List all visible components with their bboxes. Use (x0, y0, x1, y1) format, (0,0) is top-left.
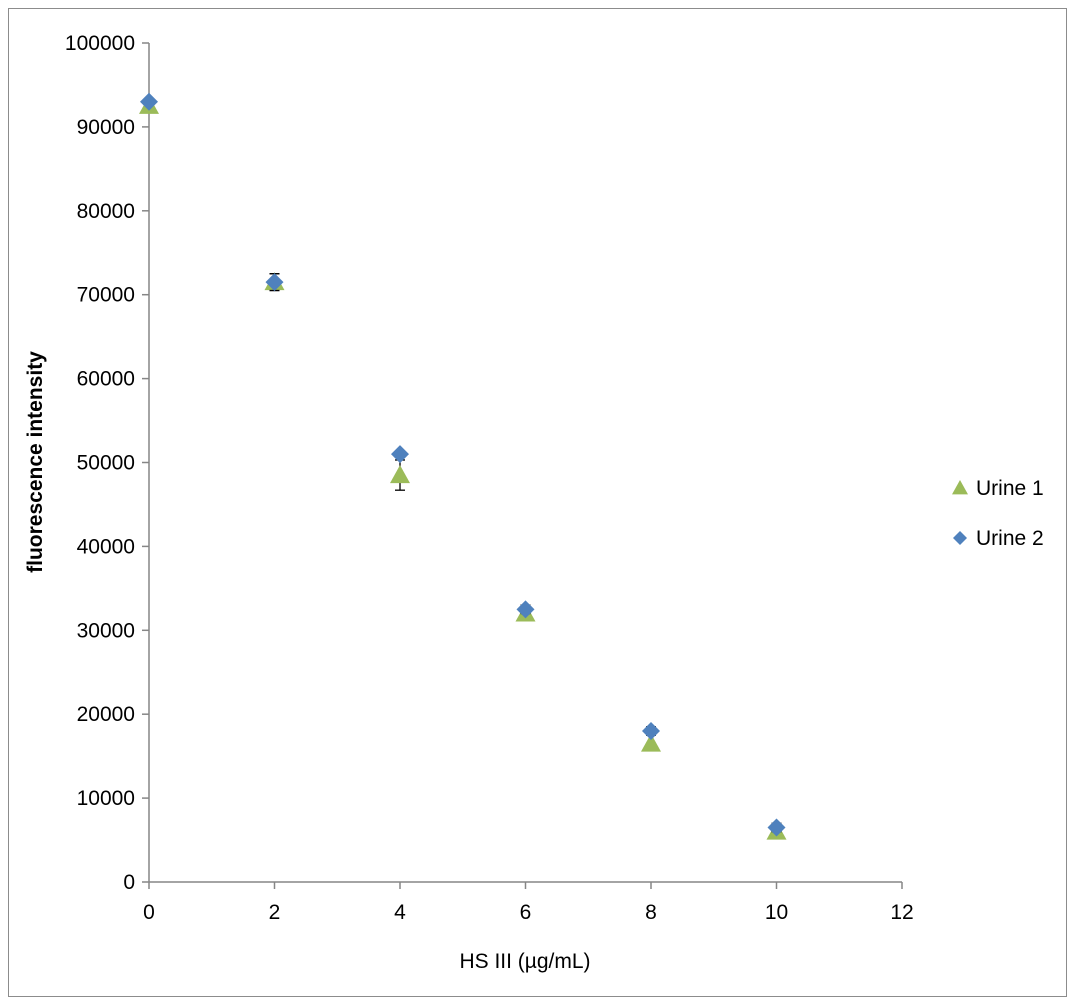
y-tick-label: 60000 (77, 368, 135, 391)
data-point (641, 733, 661, 752)
y-tick-label: 10000 (77, 787, 135, 810)
x-tick-label: 8 (645, 901, 657, 924)
y-tick-label: 0 (123, 871, 135, 894)
legend-marker (952, 480, 968, 495)
y-tick-label: 40000 (77, 535, 135, 558)
x-tick-label: 6 (520, 901, 532, 924)
y-ticks: 0 10000 20000 30000 40000 50000 60000 70000 8000… (65, 32, 149, 894)
plot-area (139, 92, 787, 840)
x-tick-label: 12 (890, 901, 913, 924)
x-tick-label: 0 (143, 901, 155, 924)
y-axis-label: fluorescence intensity (24, 351, 47, 573)
legend-label: Urine 2 (976, 527, 1044, 550)
x-tick-label: 10 (765, 901, 788, 924)
legend-label: Urine 1 (976, 477, 1044, 500)
data-point (767, 818, 786, 837)
data-point (140, 92, 158, 111)
y-tick-label: 20000 (77, 703, 135, 726)
y-tick-label: 30000 (77, 619, 135, 642)
series-2 (140, 92, 786, 837)
y-tick-label: 80000 (77, 200, 135, 223)
y-tick-label: 100000 (65, 32, 135, 55)
data-point (516, 600, 535, 619)
y-tick-label: 70000 (77, 284, 135, 307)
legend: Urine 1 Urine 2 (952, 477, 1044, 550)
x-tick-label: 2 (269, 901, 281, 924)
data-point (391, 445, 409, 464)
y-axis: 0 10000 20000 30000 40000 50000 60000 70000 8000… (65, 32, 150, 894)
chart-border (8, 8, 1067, 997)
legend-marker (953, 531, 967, 545)
x-axis-label: HS III (µg/mL) (459, 950, 590, 973)
x-tick-label: 4 (394, 901, 406, 924)
x-ticks: 0 2 4 6 8 10 12 (143, 882, 914, 924)
x-axis: 0 2 4 6 8 10 12 (143, 881, 914, 924)
data-point (390, 465, 410, 484)
y-tick-label: 50000 (77, 452, 135, 475)
y-tick-label: 90000 (77, 116, 135, 139)
data-point (265, 273, 284, 292)
data-point (642, 721, 660, 740)
